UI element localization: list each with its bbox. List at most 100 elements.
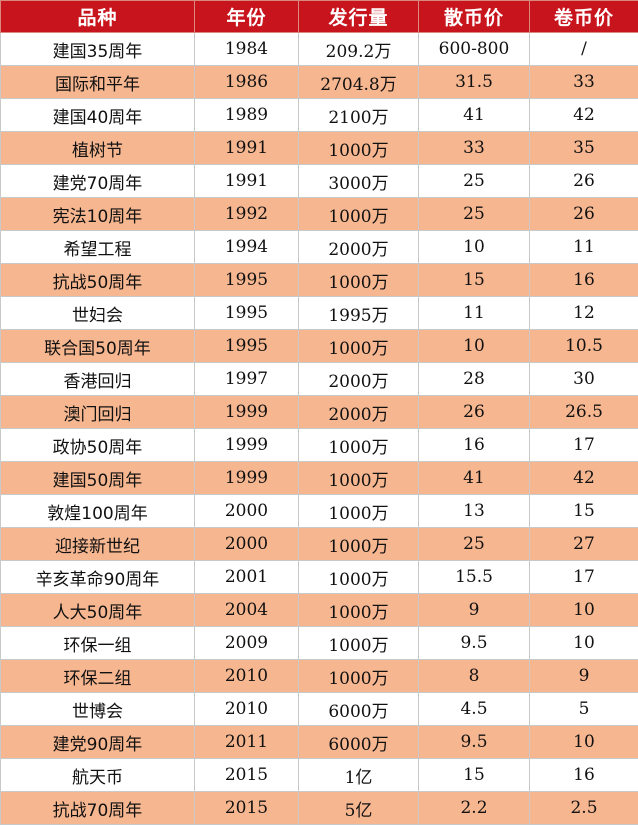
cell-roll-price: 10.5	[529, 329, 638, 363]
cell-roll-price: 17	[529, 560, 638, 594]
cell-roll-price: 15	[529, 494, 638, 528]
cell-issuance: 5亿	[298, 791, 419, 825]
cell-issuance: 1000万	[298, 197, 419, 231]
cell-name: 环保二组	[0, 659, 195, 693]
table-row: 香港回归 1997 2000万 28 30	[0, 362, 638, 396]
table-row: 建党70周年 1991 3000万 25 26	[0, 164, 638, 198]
cell-year: 1995	[194, 296, 299, 330]
cell-issuance: 209.2万	[298, 32, 419, 66]
cell-year: 2010	[194, 692, 299, 726]
cell-loose-price: 11	[418, 296, 530, 330]
cell-roll-price: 2.5	[529, 791, 638, 825]
cell-loose-price: 33	[418, 131, 530, 165]
cell-name: 联合国50周年	[0, 329, 195, 363]
cell-year: 2015	[194, 758, 299, 792]
cell-issuance: 1000万	[298, 560, 419, 594]
cell-loose-price: 25	[418, 527, 530, 561]
table-header: 品种 年份 发行量 散币价 卷币价	[0, 0, 638, 33]
table-row: 建国35周年 1984 209.2万 600-800/	[0, 32, 638, 66]
cell-year: 1989	[194, 98, 299, 132]
cell-year: 2004	[194, 593, 299, 627]
cell-loose-price: 15.5	[418, 560, 530, 594]
cell-roll-price: 16	[529, 263, 638, 297]
cell-year: 2000	[194, 527, 299, 561]
table-row: 国际和平年 1986 2704.8万 31.5 33	[0, 65, 638, 99]
cell-name: 政协50周年	[0, 428, 195, 462]
cell-name: 澳门回归	[0, 395, 195, 429]
cell-roll-price: 10	[529, 626, 638, 660]
cell-roll-price: 35	[529, 131, 638, 165]
cell-issuance: 3000万	[298, 164, 419, 198]
cell-name: 航天币	[0, 758, 195, 792]
cell-name: 迎接新世纪	[0, 527, 195, 561]
cell-loose-price: 16	[418, 428, 530, 462]
cell-issuance: 2000万	[298, 230, 419, 264]
cell-issuance: 1000万	[298, 626, 419, 660]
cell-year: 2015	[194, 791, 299, 825]
cell-loose-price: 25	[418, 197, 530, 231]
cell-loose-price: 41	[418, 98, 530, 132]
cell-loose-price: 13	[418, 494, 530, 528]
cell-loose-price: 2.2	[418, 791, 530, 825]
cell-name: 辛亥革命90周年	[0, 560, 195, 594]
cell-loose-price: 15	[418, 758, 530, 792]
cell-name: 希望工程	[0, 230, 195, 264]
cell-loose-price: 4.5	[418, 692, 530, 726]
cell-name: 抗战50周年	[0, 263, 195, 297]
table-row: 航天币 2015 1亿 15 16	[0, 758, 638, 792]
header-name: 品种	[0, 0, 195, 33]
cell-name: 宪法10周年	[0, 197, 195, 231]
table-row: 建国50周年 1999 1000万 41 42	[0, 461, 638, 495]
table-row: 政协50周年 1999 1000万 16 17	[0, 428, 638, 462]
cell-year: 2000	[194, 494, 299, 528]
cell-roll-price: 26	[529, 164, 638, 198]
cell-loose-price: 10	[418, 230, 530, 264]
cell-roll-price: 10	[529, 725, 638, 759]
cell-name: 世妇会	[0, 296, 195, 330]
cell-loose-price: 9.5	[418, 725, 530, 759]
cell-issuance: 1000万	[298, 527, 419, 561]
cell-name: 植树节	[0, 131, 195, 165]
table-row: 联合国50周年 1995 1000万 10 10.5	[0, 329, 638, 363]
cell-loose-price: 9.5	[418, 626, 530, 660]
cell-loose-price: 31.5	[418, 65, 530, 99]
cell-loose-price: 600-800	[418, 32, 530, 66]
table-row: 环保一组 2009 1000万 9.5 10	[0, 626, 638, 660]
cell-issuance: 2704.8万	[298, 65, 419, 99]
cell-name: 建党70周年	[0, 164, 195, 198]
table-row: 建国40周年 1989 2100万 41 42	[0, 98, 638, 132]
cell-roll-price: /	[529, 32, 638, 66]
cell-issuance: 6000万	[298, 725, 419, 759]
cell-roll-price: 12	[529, 296, 638, 330]
cell-roll-price: 42	[529, 461, 638, 495]
cell-issuance: 1000万	[298, 494, 419, 528]
cell-year: 2011	[194, 725, 299, 759]
cell-loose-price: 25	[418, 164, 530, 198]
header-year: 年份	[194, 0, 299, 33]
cell-year: 1999	[194, 461, 299, 495]
header-issuance: 发行量	[298, 0, 419, 33]
cell-year: 1984	[194, 32, 299, 66]
cell-issuance: 2000万	[298, 395, 419, 429]
cell-year: 1995	[194, 263, 299, 297]
cell-name: 国际和平年	[0, 65, 195, 99]
cell-roll-price: 10	[529, 593, 638, 627]
cell-issuance: 1000万	[298, 263, 419, 297]
cell-year: 1992	[194, 197, 299, 231]
table-body: 建国35周年 1984 209.2万 600-800/国际和平年 1986 2704.8万…	[0, 32, 638, 825]
header-roll-price: 卷币价	[529, 0, 638, 33]
cell-issuance: 1000万	[298, 329, 419, 363]
table-row: 抗战70周年 2015 5亿 2.2 2.5	[0, 791, 638, 825]
cell-issuance: 2000万	[298, 362, 419, 396]
table-row: 辛亥革命90周年 2001 1000万 15.5 17	[0, 560, 638, 594]
cell-issuance: 1995万	[298, 296, 419, 330]
table-row: 环保二组 2010 1000万 8 9	[0, 659, 638, 693]
cell-loose-price: 26	[418, 395, 530, 429]
table-row: 希望工程 1994 2000万 10 11	[0, 230, 638, 264]
cell-loose-price: 10	[418, 329, 530, 363]
table-row: 世妇会 1995 1995万 11 12	[0, 296, 638, 330]
table-row: 澳门回归 1999 2000万 26 26.5	[0, 395, 638, 429]
table-row: 世博会 2010 6000万 4.5 5	[0, 692, 638, 726]
cell-loose-price: 15	[418, 263, 530, 297]
cell-issuance: 6000万	[298, 692, 419, 726]
